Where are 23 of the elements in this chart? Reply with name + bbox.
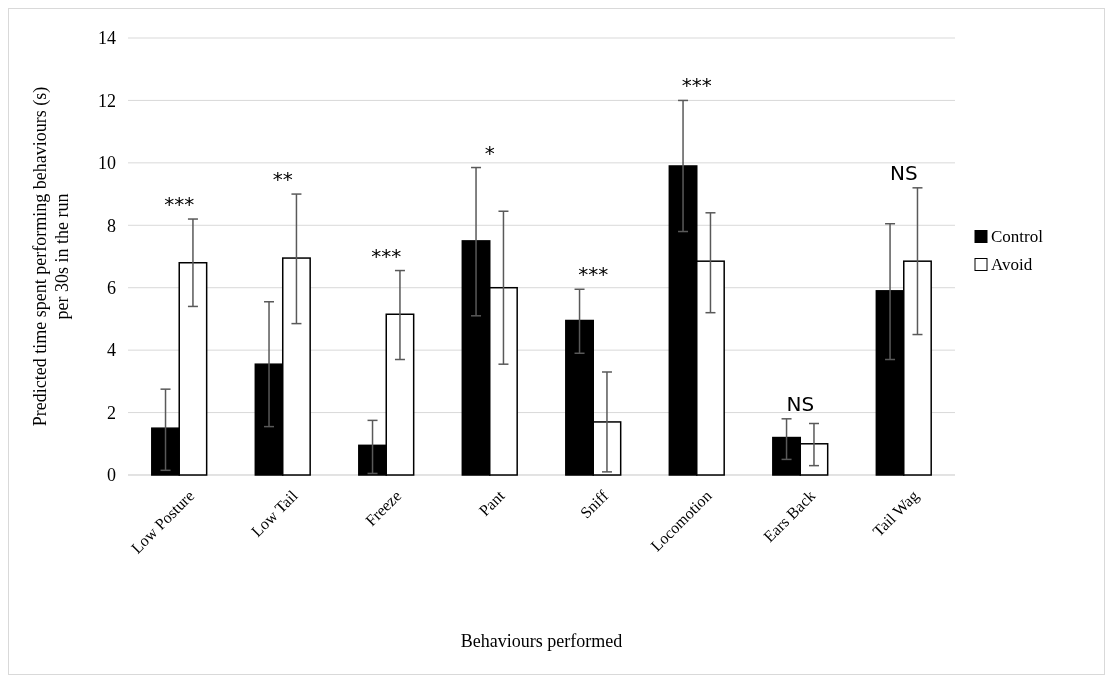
- y-tick-label: 8: [107, 215, 116, 236]
- y-tick-label: 6: [107, 278, 116, 299]
- y-tick-label: 14: [98, 28, 116, 49]
- y-tick-label: 12: [98, 90, 116, 111]
- y-tick-label: 4: [107, 340, 116, 361]
- annotation: **: [272, 167, 293, 192]
- annotation: ***: [371, 243, 402, 268]
- annotation: ***: [164, 192, 195, 217]
- legend-label: Avoid: [991, 255, 1033, 275]
- y-axis-title: Predicted time spent performing behaviours (s) per 30s in the run: [30, 86, 72, 427]
- annotation: NS: [889, 160, 918, 185]
- y-tick-label: 2: [107, 402, 116, 423]
- x-tick-label: Tail Wag: [869, 487, 923, 541]
- x-axis-title: Behaviours performed: [460, 631, 623, 651]
- annotation: ***: [578, 262, 609, 287]
- annotation: ***: [681, 73, 712, 98]
- y-tick-label: 10: [98, 153, 116, 174]
- x-tick-label: Pant: [475, 486, 509, 520]
- legend-label: Control: [991, 227, 1044, 247]
- annotation: *: [484, 140, 495, 165]
- annotation: NS: [786, 391, 815, 416]
- y-tick-label: 0: [107, 465, 116, 486]
- x-tick-label: Low Tail: [247, 486, 302, 540]
